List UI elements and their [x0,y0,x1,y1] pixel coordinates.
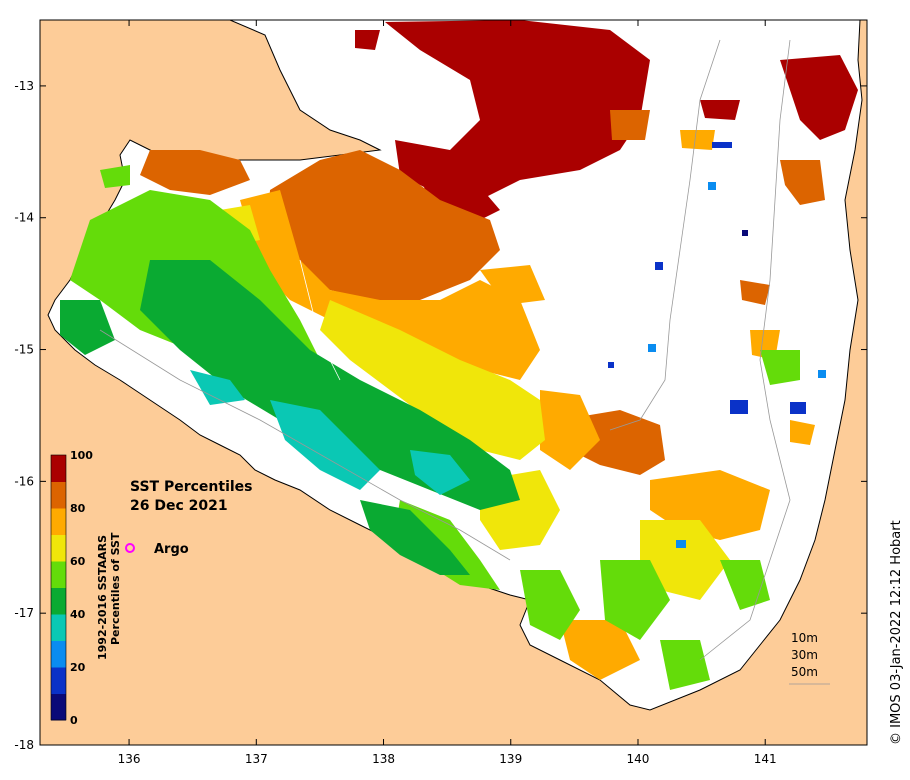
sst-patch [520,570,580,640]
lon-tick-label: 140 [627,752,650,766]
sst-patch [385,20,650,200]
imos-credit: © IMOS 03-Jan-2022 12:12 Hobart [889,520,904,745]
argo-label: Argo [154,542,189,557]
sst-patch [610,110,650,140]
colorbar-frame [50,454,67,721]
lon-tick-label: 137 [245,752,268,766]
bathymetry-contour [99,329,511,561]
map-title: SST Percentiles [130,479,253,495]
sst-patch [410,450,470,495]
sst-patch [700,100,740,120]
sst-patch [540,390,600,470]
sst-patch [480,265,545,305]
sst-patch [360,500,470,575]
colorbar-segment [51,587,66,615]
sst-patch [140,260,520,510]
lat-tick-label: -17 [14,606,34,620]
sst-patch [355,30,380,50]
lon-tick-label: 141 [754,752,777,766]
sst-patch [780,160,825,205]
sst-patch [140,150,250,195]
sst-patch [560,620,640,680]
colorbar-segment [51,508,66,535]
sst-patch [320,300,545,460]
depth-label-50m: 50m [791,665,818,679]
colorbar-tick-label: 60 [70,555,86,568]
colorbar-tick-label: 40 [70,608,86,621]
sst-patch [760,350,800,385]
sst-patch [60,300,115,355]
sst-patch [818,370,826,378]
depth-label-30m: 30m [791,648,818,662]
colorbar-title-line1: 1992-2016 SSTAARS [96,535,109,660]
colorbar-segment [51,561,66,588]
sst-patch [190,370,245,405]
map-date: 26 Dec 2021 [130,498,228,514]
sst-patch [265,150,500,300]
colorbar-tick-label: 80 [70,502,86,515]
sst-patch [240,190,540,380]
colorbar-segment [51,693,66,721]
sst-patch [640,520,730,600]
sst-patch [742,230,748,236]
map-plot-area [40,20,867,745]
axes: 136 137 138 139 140 141 -13 -14 -15 -16 -17 -18 [14,20,867,766]
sst-patch [608,362,614,368]
sst-patch [712,142,732,148]
sst-patch [790,420,815,445]
sst-patch [730,400,748,414]
lat-tick-label: -18 [14,738,34,752]
colorbar-segment [51,534,66,562]
colorbar-tick-label: 0 [70,714,78,727]
sst-patch [648,344,656,352]
lon-tick-label: 139 [499,752,522,766]
sst-patch [740,280,770,305]
sst-patch [660,640,710,690]
sst-patch [708,182,716,190]
sst-patch [270,400,380,490]
sst-field [60,20,858,690]
lon-tick-label: 136 [118,752,141,766]
sst-patch [680,130,715,150]
bathymetry-contour [609,39,721,431]
colorbar-tick-label: 20 [70,661,86,674]
bathymetry-contour [699,39,791,661]
colorbar-segment [51,614,66,641]
lat-tick-label: -14 [14,211,34,225]
colorbar-tick-label: 100 [70,449,93,462]
colorbar: 0 20 40 60 80 100 1992-2016 SSTAARS Percentiles… [50,449,122,727]
sst-patch [100,165,130,188]
colorbar-title-line2: Percentiles of SST [109,532,122,645]
colorbar-segment [51,455,66,482]
lat-tick-label: -13 [14,79,34,93]
sst-patch [600,560,670,640]
lat-tick-label: -15 [14,343,34,357]
lat-tick-label: -16 [14,474,34,488]
sst-patch [676,540,686,548]
sst-patch [790,402,806,414]
depth-label-10m: 10m [791,631,818,645]
argo-marker [125,543,135,553]
sst-patch [780,55,858,140]
lon-tick-label: 138 [372,752,395,766]
sst-patch [655,262,663,270]
sst-patch [420,175,500,225]
argo-track [299,259,341,381]
colorbar-segment [51,481,66,509]
plot-frame [39,19,868,746]
colorbar-segment [51,667,66,694]
colorbar-segment [51,640,66,668]
